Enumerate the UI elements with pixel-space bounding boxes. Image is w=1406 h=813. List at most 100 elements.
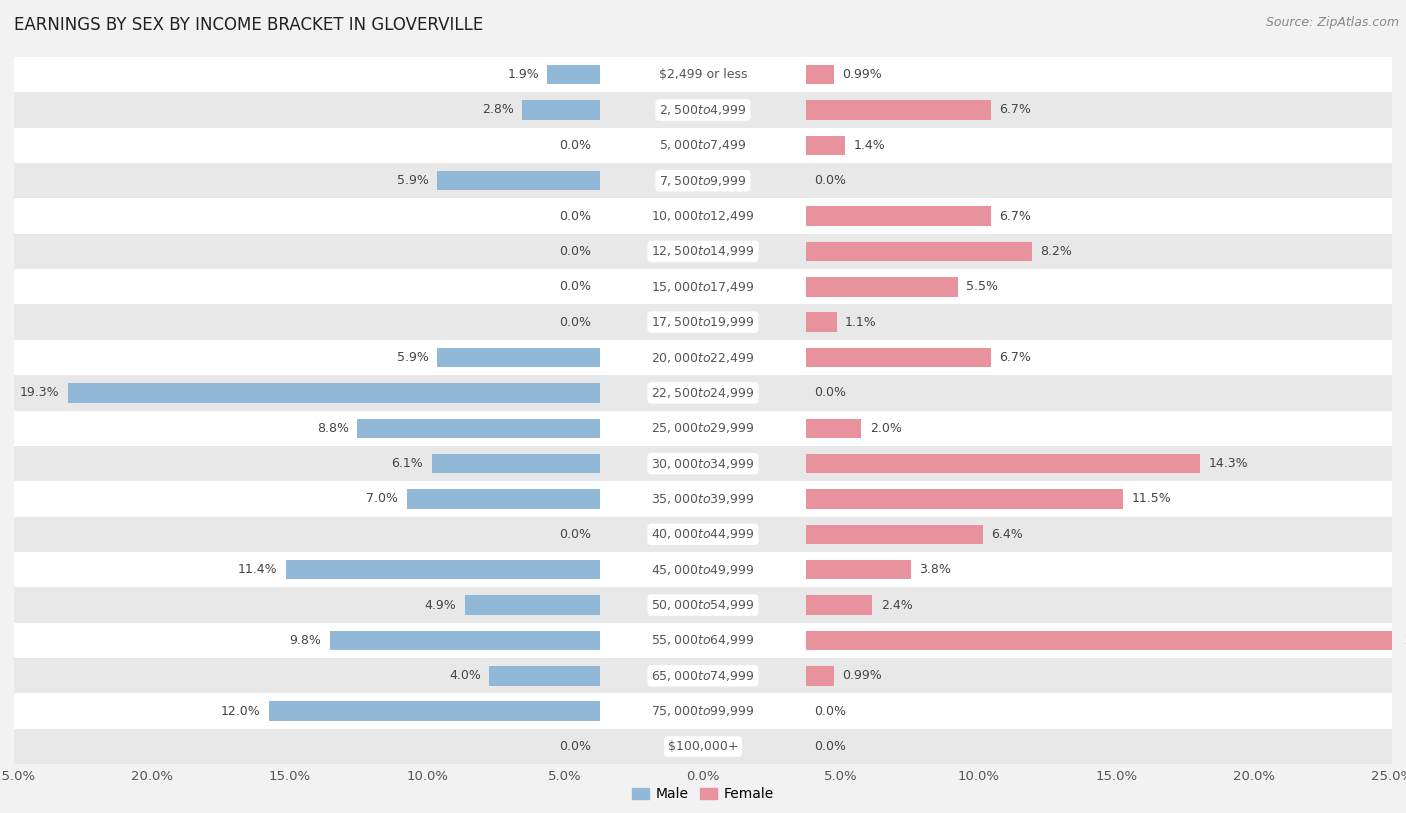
Text: $10,000 to $12,499: $10,000 to $12,499 [651, 209, 755, 223]
Text: 6.7%: 6.7% [1000, 351, 1031, 364]
Text: 0.0%: 0.0% [560, 740, 592, 753]
Bar [14, 198, 1392, 233]
Text: 5.9%: 5.9% [396, 351, 429, 364]
Text: $100,000+: $100,000+ [668, 740, 738, 753]
Text: $5,000 to $7,499: $5,000 to $7,499 [659, 138, 747, 152]
Text: 19.3%: 19.3% [20, 386, 59, 399]
Bar [807, 595, 873, 615]
Bar [14, 623, 1392, 658]
Text: 0.0%: 0.0% [814, 705, 846, 718]
Bar [14, 517, 1392, 552]
Text: 6.7%: 6.7% [1000, 210, 1031, 223]
Bar [14, 57, 1392, 92]
Text: 3.8%: 3.8% [920, 563, 952, 576]
Text: $25,000 to $29,999: $25,000 to $29,999 [651, 421, 755, 435]
Bar [406, 489, 599, 509]
Text: 21.4%: 21.4% [1405, 634, 1406, 647]
Text: 6.1%: 6.1% [391, 457, 423, 470]
Bar [807, 489, 1123, 509]
Text: $17,500 to $19,999: $17,500 to $19,999 [651, 315, 755, 329]
Text: $40,000 to $44,999: $40,000 to $44,999 [651, 528, 755, 541]
Bar [14, 659, 1392, 693]
Text: 0.0%: 0.0% [560, 315, 592, 328]
Bar [807, 241, 1032, 261]
Text: 9.8%: 9.8% [290, 634, 322, 647]
Text: 5.9%: 5.9% [396, 174, 429, 187]
Text: 11.4%: 11.4% [238, 563, 277, 576]
Bar [14, 411, 1392, 446]
Bar [807, 560, 911, 580]
Bar [14, 375, 1392, 411]
Bar [67, 383, 599, 402]
Text: $50,000 to $54,999: $50,000 to $54,999 [651, 598, 755, 612]
Legend: Male, Female: Male, Female [627, 781, 779, 806]
Text: 2.0%: 2.0% [870, 422, 901, 435]
Text: 2.8%: 2.8% [482, 103, 515, 116]
Bar [437, 348, 599, 367]
Bar [807, 136, 845, 155]
Bar [14, 693, 1392, 729]
Text: $65,000 to $74,999: $65,000 to $74,999 [651, 669, 755, 683]
Text: 2.4%: 2.4% [880, 598, 912, 611]
Text: $15,000 to $17,499: $15,000 to $17,499 [651, 280, 755, 293]
Text: $2,499 or less: $2,499 or less [659, 68, 747, 81]
Text: EARNINGS BY SEX BY INCOME BRACKET IN GLOVERVILLE: EARNINGS BY SEX BY INCOME BRACKET IN GLO… [14, 16, 484, 34]
Text: 6.7%: 6.7% [1000, 103, 1031, 116]
Bar [14, 304, 1392, 340]
Bar [14, 552, 1392, 587]
Text: $22,500 to $24,999: $22,500 to $24,999 [651, 386, 755, 400]
Text: Source: ZipAtlas.com: Source: ZipAtlas.com [1265, 16, 1399, 29]
Bar [437, 171, 599, 190]
Bar [432, 454, 599, 473]
Bar [807, 65, 834, 85]
Text: 1.1%: 1.1% [845, 315, 877, 328]
Text: 14.3%: 14.3% [1209, 457, 1249, 470]
Text: $12,500 to $14,999: $12,500 to $14,999 [651, 245, 755, 259]
Text: 8.2%: 8.2% [1040, 245, 1073, 258]
Bar [285, 560, 599, 580]
Text: $35,000 to $39,999: $35,000 to $39,999 [651, 492, 755, 506]
Text: $7,500 to $9,999: $7,500 to $9,999 [659, 174, 747, 188]
Text: 11.5%: 11.5% [1132, 493, 1171, 506]
Bar [547, 65, 599, 85]
Text: 0.0%: 0.0% [560, 139, 592, 152]
Text: 1.4%: 1.4% [853, 139, 884, 152]
Text: 0.0%: 0.0% [560, 528, 592, 541]
Bar [14, 269, 1392, 304]
Bar [14, 340, 1392, 375]
Bar [807, 312, 837, 332]
Bar [807, 524, 983, 544]
Text: 4.9%: 4.9% [425, 598, 457, 611]
Bar [489, 666, 599, 685]
Text: 0.0%: 0.0% [814, 174, 846, 187]
Bar [269, 702, 599, 721]
Bar [807, 207, 991, 226]
Text: 8.8%: 8.8% [316, 422, 349, 435]
Text: 0.99%: 0.99% [842, 68, 882, 81]
Bar [357, 419, 599, 438]
Text: 4.0%: 4.0% [450, 669, 481, 682]
Bar [14, 92, 1392, 128]
Bar [329, 631, 599, 650]
Bar [14, 729, 1392, 764]
Text: 6.4%: 6.4% [991, 528, 1022, 541]
Bar [464, 595, 599, 615]
Bar [807, 666, 834, 685]
Bar [14, 587, 1392, 623]
Text: 5.5%: 5.5% [966, 280, 998, 293]
Text: 1.9%: 1.9% [508, 68, 538, 81]
Text: 0.99%: 0.99% [842, 669, 882, 682]
Text: $45,000 to $49,999: $45,000 to $49,999 [651, 563, 755, 576]
Text: $20,000 to $22,499: $20,000 to $22,499 [651, 350, 755, 364]
Bar [14, 233, 1392, 269]
Text: 0.0%: 0.0% [560, 210, 592, 223]
Bar [807, 454, 1201, 473]
Text: 12.0%: 12.0% [221, 705, 260, 718]
Bar [14, 446, 1392, 481]
Bar [523, 100, 599, 120]
Text: $75,000 to $99,999: $75,000 to $99,999 [651, 704, 755, 718]
Bar [807, 631, 1396, 650]
Bar [807, 419, 862, 438]
Bar [14, 481, 1392, 517]
Text: 0.0%: 0.0% [814, 740, 846, 753]
